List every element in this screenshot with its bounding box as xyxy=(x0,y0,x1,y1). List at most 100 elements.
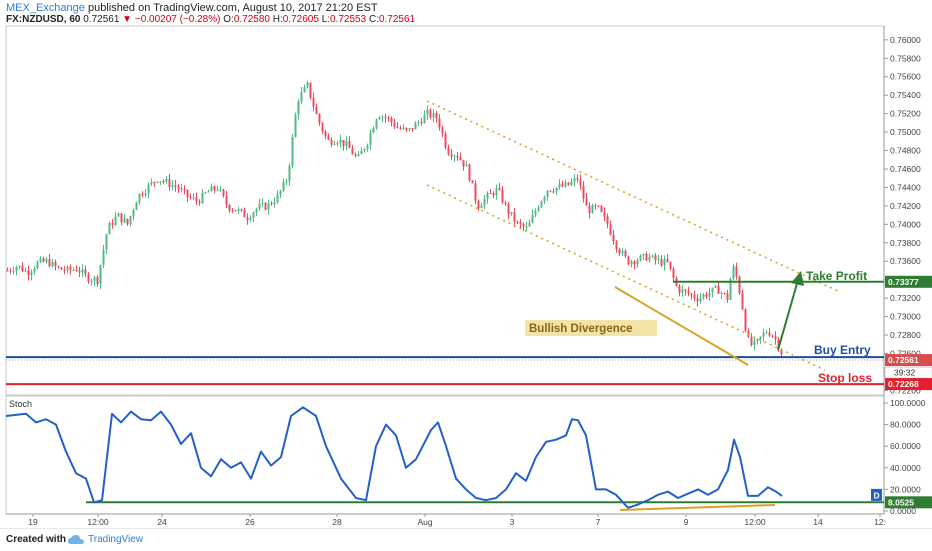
candle-body xyxy=(144,193,147,196)
candle-body xyxy=(660,259,663,266)
countdown-label: 39:32 xyxy=(894,368,916,378)
candle-body xyxy=(684,289,687,292)
candle-body xyxy=(735,266,738,277)
publisher-link[interactable]: MEX_Exchange xyxy=(6,2,85,14)
countdown-bg xyxy=(884,366,932,379)
chart-header-ohlc: FX:NZDUSD, 60 0.72561 ▼ −0.00207 (−0.28%… xyxy=(6,14,415,25)
candle-body xyxy=(408,128,411,130)
candle-body xyxy=(546,190,549,198)
candle-body xyxy=(441,127,444,134)
price-tick-label: 0.75000 xyxy=(890,127,921,137)
candle-body xyxy=(522,224,525,227)
candle-body xyxy=(723,292,726,294)
candle-body xyxy=(576,178,579,180)
candle-body xyxy=(114,216,117,225)
candle-body xyxy=(405,127,408,130)
candle-body xyxy=(597,205,600,207)
candle-body xyxy=(39,258,42,262)
candle-body xyxy=(654,255,657,261)
candle-body xyxy=(417,121,420,123)
stoch-tick-label: 100.0000 xyxy=(890,398,926,408)
candle-body xyxy=(585,198,588,206)
price-tick-label: 0.76000 xyxy=(890,35,921,45)
candle-body xyxy=(270,203,273,205)
candle-body xyxy=(174,185,177,187)
candle-body xyxy=(690,293,693,295)
candle-body xyxy=(753,340,756,346)
candle-body xyxy=(24,270,27,272)
candle-body xyxy=(219,189,222,191)
chart-canvas[interactable]: 0.76000 0.75800 0.75600 0.75400 0.75200 0.750… xyxy=(0,0,932,528)
time-tick-label: 28 xyxy=(332,517,342,527)
candle-body xyxy=(258,204,261,209)
candle-body xyxy=(606,216,609,225)
candle-body xyxy=(285,181,288,183)
candle-body xyxy=(228,204,231,211)
candle-body xyxy=(447,147,450,155)
price-change: ▼ −0.00207 (−0.28%) xyxy=(122,14,221,25)
candle-body xyxy=(249,218,252,221)
candle-body xyxy=(36,261,39,269)
stoch-line xyxy=(5,406,783,509)
candle-body xyxy=(759,336,762,339)
candle-body xyxy=(159,181,162,183)
stoch-tag: D xyxy=(874,490,880,500)
candle-body xyxy=(348,141,351,149)
candle-body xyxy=(27,270,30,276)
candle-body xyxy=(186,189,189,198)
candle-body xyxy=(624,250,627,257)
candle-body xyxy=(141,193,144,196)
candle-body xyxy=(534,210,537,216)
last-price-axis-label-bg xyxy=(885,354,932,367)
candle-body xyxy=(504,202,507,204)
candle-body xyxy=(129,216,132,225)
candle-body xyxy=(717,285,720,294)
candle-body xyxy=(639,255,642,261)
candle-body xyxy=(273,202,276,205)
candle-body xyxy=(198,201,201,204)
candle-body xyxy=(627,256,630,265)
candle-body xyxy=(45,259,48,262)
candle-body xyxy=(603,211,606,217)
candle-body xyxy=(294,114,297,137)
candle-body xyxy=(648,256,651,261)
candle-body xyxy=(210,186,213,192)
take-profit-axis-label: 0.73377 xyxy=(888,277,919,287)
time-tick-label: 9 xyxy=(684,517,689,527)
candle-body xyxy=(552,191,555,193)
candle-body xyxy=(612,234,615,242)
price-pane[interactable] xyxy=(5,25,885,396)
price-tick-label: 0.74400 xyxy=(890,182,921,192)
candle-body xyxy=(771,335,774,337)
candle-body xyxy=(777,339,780,349)
candle-body xyxy=(507,203,510,214)
candle-body xyxy=(669,261,672,269)
stoch-pane[interactable] xyxy=(5,395,885,515)
tradingview-brand[interactable]: TradingView xyxy=(88,534,144,545)
candle-body xyxy=(732,266,735,279)
candle-body xyxy=(384,116,387,118)
created-with-label: Created with xyxy=(6,534,67,545)
candle-body xyxy=(291,136,294,166)
candle-body xyxy=(297,101,300,115)
candle-body xyxy=(261,203,264,205)
candle-body xyxy=(378,117,381,120)
time-tick-label: 3 xyxy=(510,517,515,527)
candle-body xyxy=(105,234,108,250)
channel-lower-line xyxy=(426,184,826,371)
candle-body xyxy=(768,332,771,336)
candle-body xyxy=(531,215,534,223)
candle-body xyxy=(480,205,483,209)
price-tick-label: 0.74200 xyxy=(890,201,921,211)
candle-body xyxy=(729,278,732,300)
candle-body xyxy=(357,154,360,156)
candle-body xyxy=(303,87,306,93)
candle-body xyxy=(351,148,354,155)
candle-body xyxy=(243,209,246,218)
candle-body xyxy=(570,181,573,185)
last-price: 0.72561 xyxy=(83,14,120,25)
candle-body xyxy=(393,122,396,127)
candle-body xyxy=(702,294,705,298)
candle-body xyxy=(252,212,255,219)
candle-body xyxy=(561,184,564,187)
